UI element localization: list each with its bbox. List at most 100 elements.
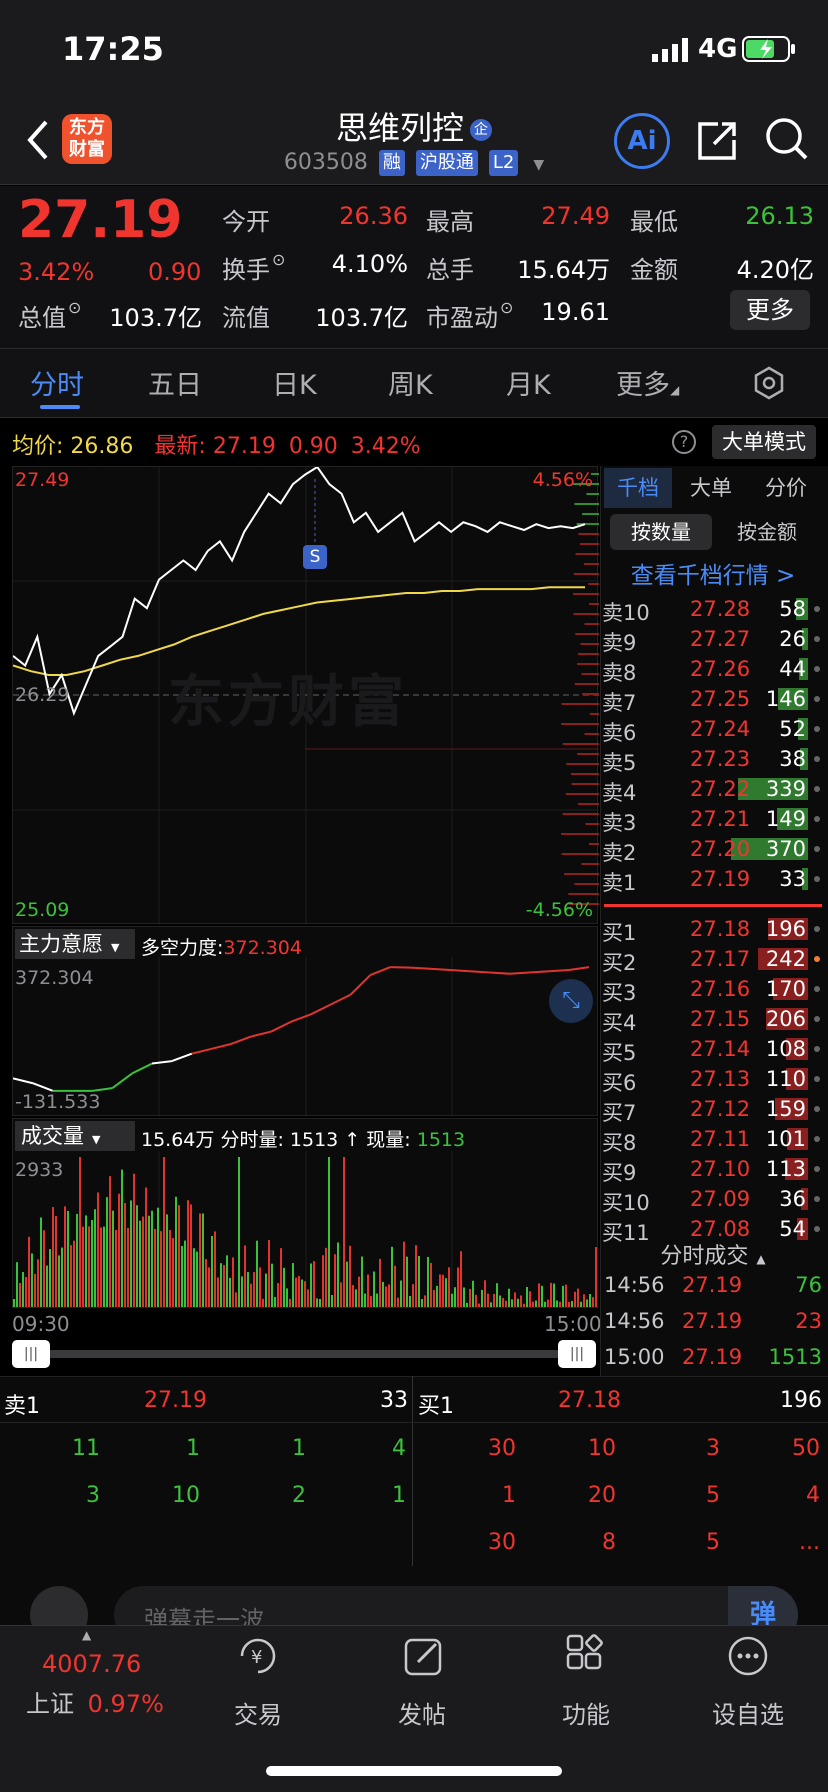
collapse-caret-icon[interactable]: ▲: [82, 1628, 92, 1642]
volume-bar: [577, 1288, 579, 1307]
tab-intraday[interactable]: 分时: [30, 370, 84, 401]
level-label: 买9: [602, 1161, 637, 1185]
force-segment: [430, 967, 451, 972]
mktcap-label[interactable]: 总值 ⊙: [18, 298, 81, 333]
orderbook-row[interactable]: 买2 27.17 242: [600, 944, 822, 975]
orderbook-row[interactable]: 卖8 27.26 44: [600, 654, 822, 685]
level-qty: 159: [765, 1097, 806, 1121]
turnover-label[interactable]: 换手 ⊙: [222, 250, 285, 285]
range-slider-track[interactable]: [30, 1350, 570, 1358]
tab-add-watchlist[interactable]: 设自选: [712, 1701, 784, 1729]
battery-icon: [742, 36, 796, 62]
stock-code-line[interactable]: 603508 融 沪股通 L2 ▼: [0, 150, 828, 176]
orderbook-row[interactable]: 买10 27.09 36: [600, 1184, 822, 1215]
settings-icon[interactable]: [752, 366, 786, 400]
orderbook-row[interactable]: 买4 27.15 206: [600, 1004, 822, 1035]
level-qty: 146: [765, 687, 806, 711]
orderbook-tab-level[interactable]: 千档: [604, 468, 672, 508]
expand-icon[interactable]: ⤡: [549, 979, 593, 1023]
volume-bar: [331, 1294, 333, 1307]
volume-bar: [328, 1157, 330, 1307]
volume-bar: [478, 1303, 480, 1307]
orderbook-row[interactable]: 卖4 27.22 339: [600, 774, 822, 805]
force-indicator-selector[interactable]: 主力意愿 ▼: [15, 929, 135, 959]
force-chart[interactable]: 主力意愿 ▼ 多空力度:372.304 372.304 -131.533 ⤡: [12, 926, 598, 1117]
help-icon[interactable]: ?: [672, 430, 696, 454]
subtab-by-amount[interactable]: 按金额: [737, 520, 797, 544]
volume-bar: [286, 1288, 288, 1307]
volume-bar: [340, 1282, 342, 1307]
orderbook-row[interactable]: 买3 27.16 170: [600, 974, 822, 1005]
qty-bar: [773, 978, 808, 1000]
more-button[interactable]: 更多: [730, 290, 810, 330]
orderbook-row[interactable]: 买5 27.14 108: [600, 1034, 822, 1065]
force-segment: [251, 1030, 272, 1038]
pe-label[interactable]: 市盈动 ⊙: [426, 298, 513, 333]
volume-indicator-selector[interactable]: 成交量 ▼: [15, 1121, 135, 1151]
depth-bar: [584, 623, 599, 625]
tab-daily[interactable]: 日K: [272, 370, 317, 401]
watchlist-icon[interactable]: [726, 1634, 770, 1678]
big-order-mode-button[interactable]: 大单模式: [712, 425, 816, 459]
tab-5day[interactable]: 五日: [148, 370, 202, 401]
volume-bar: [199, 1213, 201, 1307]
volume-bar: [574, 1291, 576, 1307]
level-label: 买1: [602, 921, 637, 945]
depth-bar: [574, 503, 599, 505]
tab-post[interactable]: 发帖: [398, 1701, 446, 1729]
force-segment: [370, 966, 391, 976]
range-slider-right-handle[interactable]: |||: [558, 1340, 596, 1368]
volume-bar: [208, 1267, 210, 1307]
caret-up-icon: ▲: [756, 1252, 766, 1266]
trades-title: 分时成交: [660, 1244, 749, 1269]
subtab-by-qty[interactable]: 按数量: [610, 514, 712, 550]
orderbook-row[interactable]: 买1 27.18 196: [600, 914, 822, 945]
trade-icon[interactable]: ¥: [236, 1634, 280, 1678]
search-icon[interactable]: [764, 116, 810, 162]
orderbook-row[interactable]: 买7 27.12 159: [600, 1094, 822, 1125]
price-chart[interactable]: 东方财富 27.49 26.29 25.09 4.56% -4.56% S: [12, 466, 599, 925]
volume-bar: [370, 1296, 372, 1307]
tab-more[interactable]: 更多◢: [616, 363, 679, 402]
volume-bar: [325, 1247, 327, 1307]
volume-bar: [346, 1261, 348, 1307]
orderbook-row[interactable]: 卖5 27.23 38: [600, 744, 822, 775]
orderbook-row[interactable]: 卖2 27.20 370: [600, 834, 822, 865]
orderbook-row[interactable]: 卖6 27.24 52: [600, 714, 822, 745]
orderbook-row[interactable]: 卖3 27.21 149: [600, 804, 822, 835]
range-slider-left-handle[interactable]: |||: [12, 1340, 50, 1368]
function-icon[interactable]: [564, 1634, 608, 1678]
orderbook-row[interactable]: 买11 27.08 54: [600, 1214, 822, 1245]
signal-marker[interactable]: S: [303, 545, 327, 569]
back-icon[interactable]: [22, 118, 52, 162]
queue-ask-cell: 1: [292, 1436, 306, 1461]
tab-trade[interactable]: 交易: [234, 1701, 282, 1729]
orderbook-row[interactable]: 卖10 27.28 58: [600, 594, 822, 625]
share-icon[interactable]: [696, 118, 740, 162]
level-price: 27.26: [690, 657, 751, 681]
post-icon[interactable]: [402, 1634, 446, 1678]
orderbook-row[interactable]: 卖7 27.25 146: [600, 684, 822, 715]
orderbook-tab-bigorder[interactable]: 大单: [690, 476, 732, 500]
tab-monthly[interactable]: 月K: [506, 370, 551, 401]
tab-function[interactable]: 功能: [562, 1701, 610, 1729]
level-qty: 44: [779, 657, 806, 681]
volume-bar: [559, 1301, 561, 1307]
view-depth-link[interactable]: 查看千档行情 >: [630, 563, 796, 589]
orderbook-row[interactable]: 买8 27.11 101: [600, 1124, 822, 1155]
orderbook-tab-price[interactable]: 分价: [765, 476, 807, 500]
orderbook-row[interactable]: 卖1 27.19 33: [600, 864, 822, 895]
depth-bar: [581, 863, 599, 865]
orderbook-row[interactable]: 买9 27.10 113: [600, 1154, 822, 1185]
orderbook-row[interactable]: 买6 27.13 110: [600, 1064, 822, 1095]
index-value[interactable]: 4007.76: [42, 1650, 142, 1678]
volume-chart[interactable]: 成交量 ▼ 15.64万 分时量: 1513 ↑ 现量: 1513 2933: [12, 1118, 598, 1308]
index-line[interactable]: 上证 0.97%: [26, 1684, 164, 1719]
tab-weekly[interactable]: 周K: [388, 370, 433, 401]
ai-button[interactable]: Ai: [614, 113, 670, 169]
volume-bar: [415, 1245, 417, 1307]
trades-header[interactable]: 分时成交 ▲: [604, 1238, 822, 1270]
volume-value: 15.64万: [517, 256, 610, 284]
orderbook-row[interactable]: 卖9 27.27 26: [600, 624, 822, 655]
index-pct: 0.97%: [87, 1690, 164, 1718]
